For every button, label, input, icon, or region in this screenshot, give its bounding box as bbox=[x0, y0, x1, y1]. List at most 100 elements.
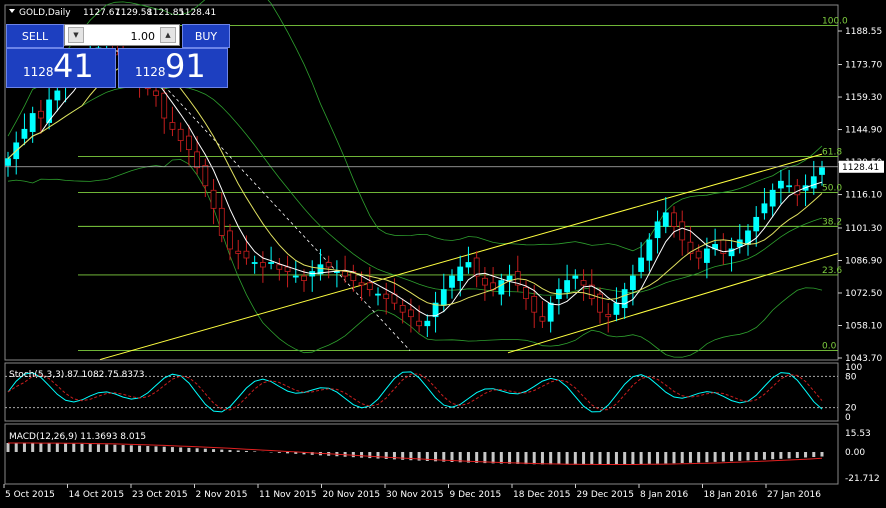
macd-histogram-bar bbox=[409, 452, 413, 461]
macd-histogram-bar bbox=[187, 447, 191, 452]
price-tick-label: 1159.30 bbox=[845, 93, 882, 103]
candle-body bbox=[629, 275, 636, 290]
macd-histogram-bar bbox=[203, 448, 207, 452]
macd-level-label: 0.00 bbox=[845, 448, 865, 458]
candle-body bbox=[810, 176, 817, 189]
candle-body bbox=[153, 90, 159, 96]
price-tick-label: 1101.30 bbox=[845, 224, 882, 234]
candle-body bbox=[728, 248, 735, 257]
macd-histogram-bar bbox=[549, 452, 553, 465]
candle-body bbox=[547, 302, 554, 322]
candle-body bbox=[5, 158, 11, 166]
macd-histogram-bar bbox=[368, 452, 372, 459]
buy-button[interactable]: BUY bbox=[182, 24, 230, 48]
candle-body bbox=[366, 282, 373, 290]
price-tick-label: 1116.10 bbox=[845, 191, 882, 201]
macd-histogram-bar bbox=[647, 452, 651, 464]
macd-histogram-bar bbox=[401, 452, 405, 460]
macd-histogram-bar bbox=[179, 447, 183, 452]
macd-histogram-bar bbox=[458, 452, 462, 463]
macd-histogram-bar bbox=[582, 452, 586, 465]
fib-level-label: 61.8 bbox=[822, 147, 842, 157]
fib-level-label: 100.0 bbox=[822, 16, 848, 26]
stoch-level-label: 0 bbox=[845, 413, 851, 423]
macd-histogram-bar bbox=[22, 443, 26, 452]
macd-histogram-bar bbox=[351, 452, 355, 458]
macd-histogram-bar bbox=[47, 443, 51, 452]
fib-level-label: 50.0 bbox=[822, 184, 842, 194]
stoch-label: Stoch(5,3,3) 87.1082 75.8373 bbox=[9, 370, 144, 380]
buy-price-button[interactable]: 1128 91 bbox=[118, 47, 228, 88]
lot-size-input[interactable] bbox=[87, 27, 157, 45]
fib-level-label: 38.2 bbox=[822, 217, 842, 227]
macd-histogram-bar bbox=[96, 444, 100, 452]
macd-histogram-bar bbox=[491, 452, 495, 464]
candle-body bbox=[161, 92, 168, 119]
candle-body bbox=[564, 280, 571, 293]
macd-histogram-bar bbox=[39, 443, 43, 452]
macd-histogram-bar bbox=[129, 445, 133, 452]
macd-histogram-bar bbox=[738, 452, 742, 461]
channel-upper-line bbox=[99, 153, 823, 361]
candle-body bbox=[358, 282, 365, 286]
macd-histogram-bar bbox=[113, 444, 117, 452]
candle-body bbox=[194, 151, 201, 169]
main-chart-panel bbox=[4, 4, 839, 485]
macd-histogram-bar bbox=[376, 452, 380, 459]
candle-body bbox=[687, 241, 694, 254]
macd-histogram-bar bbox=[425, 452, 429, 461]
candle-body bbox=[580, 280, 587, 286]
header-arrow-icon bbox=[9, 9, 15, 13]
macd-histogram-bar bbox=[195, 448, 199, 452]
macd-histogram-bar bbox=[88, 444, 92, 452]
macd-histogram-bar bbox=[434, 452, 438, 462]
candle-body bbox=[424, 320, 431, 327]
candle-body bbox=[432, 302, 439, 318]
sell-price-button[interactable]: 1128 41 bbox=[6, 47, 116, 88]
sell-button[interactable]: SELL bbox=[6, 24, 64, 48]
macd-histogram-bar bbox=[466, 452, 470, 463]
candle-body bbox=[185, 135, 192, 151]
macd-histogram-bar bbox=[779, 452, 783, 459]
time-tick-label: 8 Jan 2016 bbox=[640, 490, 688, 500]
stoch-k-line bbox=[7, 371, 823, 413]
macd-histogram-bar bbox=[146, 446, 150, 452]
candle-body bbox=[662, 212, 669, 227]
macd-histogram-bar bbox=[631, 452, 635, 465]
candle-body bbox=[605, 314, 612, 318]
macd-histogram-bar bbox=[573, 452, 577, 465]
lot-size-control: ▼ ▲ bbox=[64, 24, 180, 46]
macd-histogram-bar bbox=[6, 443, 10, 452]
macd-histogram-bar bbox=[450, 452, 454, 462]
candle-body bbox=[597, 293, 603, 313]
macd-histogram-bar bbox=[614, 452, 618, 465]
low-value: 1121.85 bbox=[147, 8, 184, 18]
macd-histogram-bar bbox=[565, 452, 569, 465]
stoch-d-line bbox=[7, 373, 823, 411]
candle-body bbox=[407, 309, 414, 318]
macd-histogram-bar bbox=[762, 452, 766, 460]
candle-body bbox=[498, 280, 505, 295]
macd-histogram-bar bbox=[730, 452, 734, 462]
candle-body bbox=[325, 262, 332, 268]
current-price-label: 1128.41 bbox=[842, 163, 879, 173]
time-tick-label: 9 Dec 2015 bbox=[450, 490, 502, 500]
macd-histogram-bar bbox=[639, 452, 643, 465]
time-tick-label: 18 Jan 2016 bbox=[704, 490, 758, 500]
candle-body bbox=[54, 90, 61, 101]
candle-body bbox=[317, 264, 324, 275]
lot-decrease-button[interactable]: ▼ bbox=[68, 27, 84, 43]
fib-anchor-line bbox=[147, 68, 411, 351]
stoch-level-label: 100 bbox=[845, 363, 862, 373]
time-tick-label: 2 Nov 2015 bbox=[196, 490, 248, 500]
macd-histogram-bar bbox=[787, 452, 791, 459]
candle-body bbox=[218, 207, 225, 236]
candle-body bbox=[646, 239, 653, 261]
candle-body bbox=[531, 295, 538, 313]
macd-histogram-bar bbox=[771, 452, 775, 460]
macd-histogram-bar bbox=[499, 452, 503, 464]
lot-increase-button[interactable]: ▲ bbox=[160, 27, 176, 43]
macd-histogram-bar bbox=[220, 449, 224, 452]
